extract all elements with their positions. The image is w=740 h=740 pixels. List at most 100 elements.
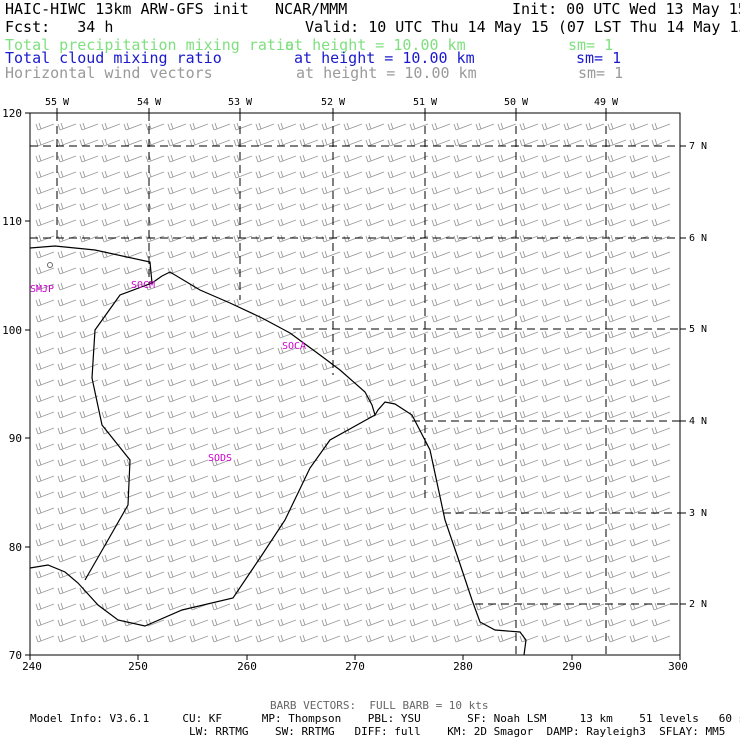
- wind-barb: [629, 314, 649, 323]
- wind-barb: [343, 170, 363, 179]
- wind-barb: [321, 266, 341, 275]
- wind-barb: [57, 394, 77, 403]
- wind-barb: [453, 394, 473, 403]
- wind-barb: [277, 634, 297, 643]
- wind-barb: [299, 170, 319, 179]
- wind-barb: [101, 378, 121, 387]
- wind-barb: [299, 586, 319, 595]
- wind-barb: [365, 186, 385, 195]
- wind-barb: [211, 298, 231, 307]
- wind-barb: [607, 618, 627, 627]
- wind-barb: [431, 362, 451, 371]
- wind-barb: [211, 474, 231, 483]
- wind-barb: [299, 602, 319, 611]
- wind-barb: [431, 618, 451, 627]
- wind-barb: [255, 202, 275, 211]
- wind-barb: [519, 218, 539, 227]
- wind-barb: [541, 426, 561, 435]
- x-tick-290: 290: [562, 660, 582, 673]
- wind-barb: [475, 426, 495, 435]
- wind-barb: [321, 330, 341, 339]
- wind-barb: [255, 346, 275, 355]
- wind-barb: [35, 442, 55, 451]
- wind-barb: [123, 602, 143, 611]
- wind-barb: [233, 490, 253, 499]
- wind-barb: [35, 490, 55, 499]
- wind-barb: [431, 394, 451, 403]
- wind-barb: [387, 218, 407, 227]
- wind-barb: [497, 202, 517, 211]
- wind-barb: [233, 458, 253, 467]
- y-tick-110: 110: [2, 215, 22, 228]
- wind-barb: [519, 282, 539, 291]
- wind-barb: [563, 458, 583, 467]
- wind-barb: [431, 442, 451, 451]
- axis-ticks: [25, 112, 681, 660]
- wind-barb: [189, 298, 209, 307]
- wind-barb: [563, 490, 583, 499]
- wind-barb: [365, 522, 385, 531]
- wind-barb: [365, 474, 385, 483]
- wind-barb: [475, 266, 495, 275]
- wind-barb: [101, 282, 121, 291]
- wind-barb: [629, 330, 649, 339]
- wind-barb: [101, 474, 121, 483]
- wind-barb: [79, 314, 99, 323]
- lon-label-49w: 49 W: [594, 97, 619, 108]
- wind-barb: [145, 634, 165, 643]
- wind-barb: [35, 634, 55, 643]
- wind-barb: [167, 250, 187, 259]
- wind-barb: [365, 490, 385, 499]
- wind-barb: [101, 330, 121, 339]
- wind-barb: [519, 410, 539, 419]
- wind-barb: [585, 458, 605, 467]
- wind-barb: [255, 138, 275, 147]
- wind-barb: [453, 538, 473, 547]
- wind-barb: [167, 458, 187, 467]
- wind-barb: [35, 522, 55, 531]
- wind-barb: [79, 282, 99, 291]
- wind-barb: [255, 186, 275, 195]
- wind-barb: [585, 426, 605, 435]
- wind-barb: [255, 394, 275, 403]
- wind-barb: [541, 282, 561, 291]
- wind-barb: [387, 122, 407, 131]
- wind-barb: [145, 394, 165, 403]
- wind-barb: [79, 554, 99, 563]
- wind-barb: [35, 314, 55, 323]
- wind-barb: [189, 330, 209, 339]
- wind-barb: [607, 154, 627, 163]
- wind-barb: [475, 378, 495, 387]
- wind-barb: [321, 474, 341, 483]
- wind-barb: [57, 442, 77, 451]
- wind-barb: [123, 122, 143, 131]
- wind-barb: [453, 234, 473, 243]
- wind-barb: [585, 122, 605, 131]
- wind-barb: [167, 554, 187, 563]
- wind-barb: [189, 634, 209, 643]
- wind-barb: [387, 410, 407, 419]
- wind-barb: [123, 634, 143, 643]
- wind-barb: [167, 410, 187, 419]
- wind-barb: [123, 394, 143, 403]
- wind-barb: [57, 426, 77, 435]
- wind-barb: [497, 330, 517, 339]
- wind-barb: [519, 474, 539, 483]
- wind-barb: [321, 202, 341, 211]
- coastline: [29, 245, 527, 656]
- wind-barb: [167, 122, 187, 131]
- wind-barb: [35, 394, 55, 403]
- wind-barb: [167, 490, 187, 499]
- wind-barb: [431, 138, 451, 147]
- wind-barb: [563, 298, 583, 307]
- wind-barb: [651, 458, 671, 467]
- wind-barb: [365, 282, 385, 291]
- wind-barb: [233, 506, 253, 515]
- wind-barb: [35, 202, 55, 211]
- wind-barb: [277, 442, 297, 451]
- wind-barb: [453, 218, 473, 227]
- wind-barb: [343, 394, 363, 403]
- island-marker: [47, 262, 53, 268]
- wind-barb: [387, 282, 407, 291]
- wind-barb: [233, 202, 253, 211]
